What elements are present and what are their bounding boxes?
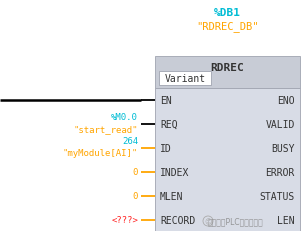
Text: STATUS: STATUS: [260, 191, 295, 201]
Bar: [155, 89, 300, 231]
Text: "myModule[AI]": "myModule[AI]": [63, 149, 138, 158]
Text: INDEX: INDEX: [160, 167, 189, 177]
Text: Variant: Variant: [164, 74, 206, 84]
Text: 机器人及PLC自动化应用: 机器人及PLC自动化应用: [207, 217, 263, 225]
Text: EN: EN: [160, 96, 172, 106]
Text: REQ: REQ: [160, 119, 178, 129]
Text: ID: ID: [160, 143, 172, 153]
Text: ENO: ENO: [277, 96, 295, 106]
Text: 264: 264: [122, 137, 138, 146]
Text: RDREC: RDREC: [211, 63, 244, 73]
Text: VALID: VALID: [266, 119, 295, 129]
Text: ☺: ☺: [204, 218, 212, 224]
Text: RECORD: RECORD: [160, 215, 195, 225]
Bar: [159, 72, 211, 86]
Text: %M0.0: %M0.0: [111, 113, 138, 122]
Text: ERROR: ERROR: [266, 167, 295, 177]
Text: "RDREC_DB": "RDREC_DB": [196, 21, 259, 32]
Text: 0: 0: [133, 168, 138, 177]
Text: "start_read": "start_read": [74, 125, 138, 134]
Text: LEN: LEN: [277, 215, 295, 225]
Bar: [155, 57, 300, 89]
Text: 0: 0: [133, 192, 138, 201]
Text: <???>: <???>: [111, 216, 138, 225]
Text: %DB1: %DB1: [214, 8, 241, 18]
Text: BUSY: BUSY: [271, 143, 295, 153]
Text: MLEN: MLEN: [160, 191, 184, 201]
